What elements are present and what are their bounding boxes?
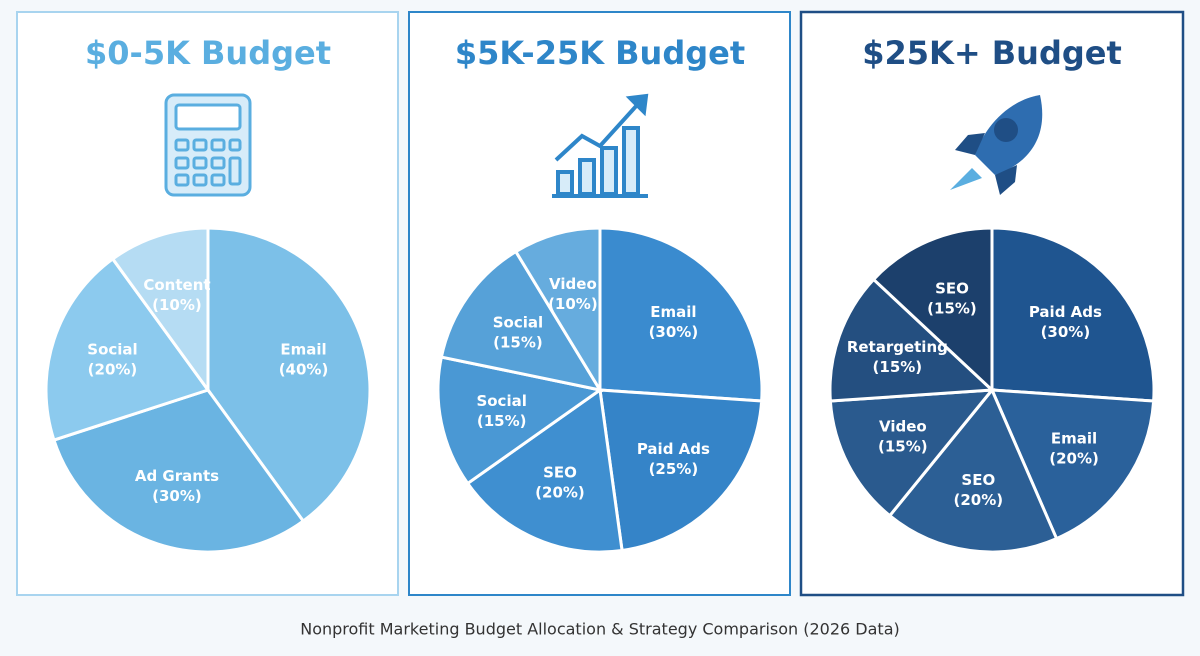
slice-value-label: (30%)	[649, 323, 699, 341]
slice-value-label: (30%)	[152, 487, 202, 505]
slice-label: Email	[650, 303, 696, 321]
pie-slice	[513, 226, 602, 396]
slice-value-label: (25%)	[649, 460, 699, 478]
slice-label: Paid Ads	[1029, 303, 1102, 321]
slice-value-label: (15%)	[493, 334, 543, 352]
slice-label: Paid Ads	[637, 440, 710, 458]
slice-label: SEO	[543, 464, 577, 482]
slice-label: Content	[143, 276, 210, 294]
slice-value-label: (20%)	[954, 491, 1004, 509]
slice-label: Email	[1051, 429, 1097, 447]
pie-slice	[436, 355, 604, 486]
pie-slice	[206, 226, 372, 524]
chart-title: $0-5K Budget	[85, 34, 331, 72]
rocket-icon	[945, 95, 1043, 195]
pie-slice	[887, 387, 1059, 554]
slice-label: Social	[493, 314, 543, 332]
pie-slice	[828, 388, 996, 518]
slice-value-label: (20%)	[1049, 449, 1099, 467]
pie-slice	[52, 388, 306, 554]
pie-slice	[439, 249, 604, 393]
calculator-icon	[164, 93, 252, 197]
slice-label: SEO	[961, 471, 995, 489]
chart-title: $25K+ Budget	[862, 34, 1122, 72]
slice-label: Ad Grants	[135, 467, 219, 485]
pie-slice	[828, 277, 996, 403]
caption: Nonprofit Marketing Budget Allocation & …	[300, 620, 900, 639]
pie-slice	[598, 226, 764, 403]
slice-value-label: (10%)	[548, 295, 598, 313]
slice-value-label: (15%)	[927, 299, 977, 317]
pie-slice	[598, 388, 764, 553]
chart-title: $5K-25K Budget	[455, 34, 745, 72]
slice-label: SEO	[935, 279, 969, 297]
pie-slice	[465, 387, 624, 554]
slice-value-label: (20%)	[88, 360, 138, 378]
slice-value-label: (40%)	[279, 360, 329, 378]
slice-label: Email	[280, 340, 326, 358]
slice-label: Social	[476, 392, 526, 410]
slice-label: Video	[549, 275, 597, 293]
pie-slice	[871, 226, 994, 394]
slice-label: Retargeting	[847, 338, 948, 356]
pie-slice	[110, 226, 210, 395]
slice-value-label: (15%)	[878, 438, 928, 456]
slice-value-label: (30%)	[1041, 323, 1091, 341]
slice-value-label: (20%)	[535, 484, 585, 502]
growth-icon	[552, 93, 649, 198]
slice-value-label: (15%)	[477, 412, 527, 430]
slice-value-label: (15%)	[873, 358, 923, 376]
slice-label: Video	[879, 418, 927, 436]
pie-slice	[990, 226, 1156, 403]
pie-slice	[989, 388, 1156, 541]
slice-label: Social	[87, 340, 137, 358]
pie-slice	[44, 256, 211, 442]
slice-value-label: (10%)	[152, 296, 202, 314]
